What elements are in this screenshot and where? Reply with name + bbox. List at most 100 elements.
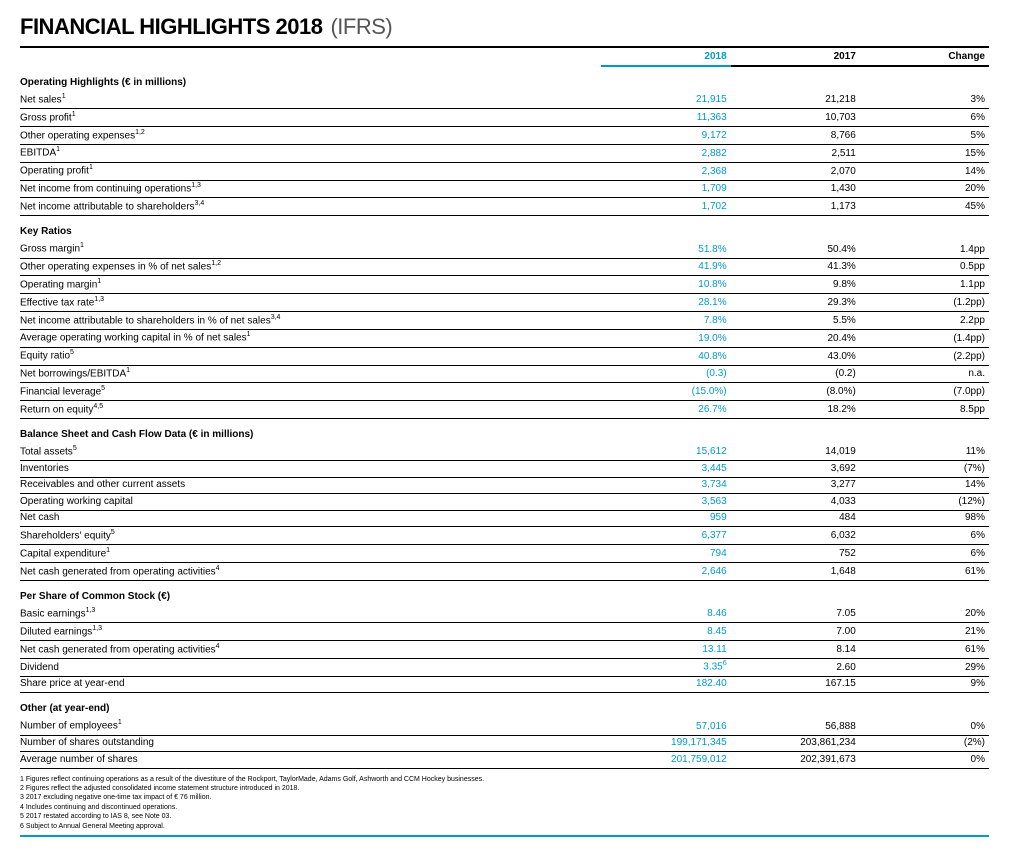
value-2018: 21,915 — [601, 92, 730, 109]
value-change: 2.2pp — [860, 312, 989, 330]
footnote-line: 6 Subject to Annual General Meeting appr… — [20, 822, 989, 831]
row-label: Shareholders' equity5 — [20, 527, 601, 545]
value-2018: 8.46 — [601, 605, 730, 622]
value-2018: (15.0%) — [601, 383, 730, 401]
section-header: Per Share of Common Stock (€) — [20, 580, 989, 605]
value-2017: 5.5% — [731, 312, 860, 330]
value-2018: 1,702 — [601, 198, 730, 216]
value-2018: 51.8% — [601, 241, 730, 258]
row-label: Other operating expenses1,2 — [20, 127, 601, 145]
table-row: Net cash generated from operating activi… — [20, 641, 989, 659]
value-2017: 1,648 — [731, 563, 860, 581]
value-2018: 3,563 — [601, 494, 730, 511]
table-row: Net income from continuing operations1,3… — [20, 180, 989, 198]
row-label: Effective tax rate1,3 — [20, 294, 601, 312]
value-change: 61% — [860, 641, 989, 659]
table-row: Other operating expenses1,29,1728,7665% — [20, 127, 989, 145]
table-row: Net sales121,91521,2183% — [20, 92, 989, 109]
value-2018: 10.8% — [601, 276, 730, 294]
table-row: Diluted earnings1,38.457.0021% — [20, 623, 989, 641]
value-2018: 3.356 — [601, 658, 730, 676]
col-2018: 2018 — [601, 48, 730, 66]
value-2017: 752 — [731, 545, 860, 563]
value-2017: 3,277 — [731, 477, 860, 494]
value-2017: 2,070 — [731, 162, 860, 180]
col-2017: 2017 — [731, 48, 860, 66]
value-change: 61% — [860, 563, 989, 581]
value-2018: 3,445 — [601, 461, 730, 478]
table-row: Net income attributable to shareholders … — [20, 312, 989, 330]
footnote-line: 2 Figures reflect the adjusted consolida… — [20, 784, 989, 793]
value-change: 1.4pp — [860, 241, 989, 258]
value-2018: 19.0% — [601, 329, 730, 347]
value-2017: 18.2% — [731, 401, 860, 419]
footnote-line: 3 2017 excluding negative one-time tax i… — [20, 793, 989, 802]
table-row: Share price at year-end182.40167.159% — [20, 676, 989, 693]
section-header: Operating Highlights (€ in millions) — [20, 66, 989, 92]
table-row: Operating profit12,3682,07014% — [20, 162, 989, 180]
value-2017: 484 — [731, 510, 860, 527]
page-title-main: FINANCIAL HIGHLIGHTS 2018 — [20, 14, 322, 40]
row-label: Inventories — [20, 461, 601, 478]
value-2017: 20.4% — [731, 329, 860, 347]
value-change: 0.5pp — [860, 258, 989, 276]
value-change: n.a. — [860, 365, 989, 383]
value-change: (7.0pp) — [860, 383, 989, 401]
value-2017: 8.14 — [731, 641, 860, 659]
footnote-line: 5 2017 restated according to IAS 8, see … — [20, 812, 989, 821]
value-2018: 40.8% — [601, 347, 730, 365]
row-label: Net income from continuing operations1,3 — [20, 180, 601, 198]
value-change: (7%) — [860, 461, 989, 478]
value-change: (2.2pp) — [860, 347, 989, 365]
row-label: Number of shares outstanding — [20, 735, 601, 752]
value-change: 14% — [860, 162, 989, 180]
title-row: FINANCIAL HIGHLIGHTS 2018 (IFRS) — [20, 14, 989, 40]
value-change: 0% — [860, 718, 989, 735]
value-2017: 56,888 — [731, 718, 860, 735]
value-change: 9% — [860, 676, 989, 693]
table-row: Gross margin151.8%50.4%1.4pp — [20, 241, 989, 258]
financial-table: 2018 2017 Change Operating Highlights (€… — [20, 48, 989, 769]
row-label: Diluted earnings1,3 — [20, 623, 601, 641]
value-2017: 50.4% — [731, 241, 860, 258]
value-change: 0% — [860, 752, 989, 769]
value-2017: (8.0%) — [731, 383, 860, 401]
table-row: Gross profit111,36310,7036% — [20, 109, 989, 127]
table-row: Equity ratio540.8%43.0%(2.2pp) — [20, 347, 989, 365]
value-2017: 203,861,234 — [731, 735, 860, 752]
value-2017: 6,032 — [731, 527, 860, 545]
value-2017: 41.3% — [731, 258, 860, 276]
row-label: Financial leverage5 — [20, 383, 601, 401]
value-2017: 202,391,673 — [731, 752, 860, 769]
section-title: Balance Sheet and Cash Flow Data (€ in m… — [20, 419, 989, 444]
value-change: 20% — [860, 605, 989, 622]
value-2017: 2,511 — [731, 144, 860, 162]
value-change: 1.1pp — [860, 276, 989, 294]
table-row: Capital expenditure17947526% — [20, 545, 989, 563]
section-header: Key Ratios — [20, 216, 989, 241]
row-label: Return on equity4,5 — [20, 401, 601, 419]
section-header: Other (at year-end) — [20, 693, 989, 718]
value-2017: 2.60 — [731, 658, 860, 676]
row-label: Net cash generated from operating activi… — [20, 563, 601, 581]
table-row: Net cash95948498% — [20, 510, 989, 527]
row-label: Operating working capital — [20, 494, 601, 511]
value-2017: 29.3% — [731, 294, 860, 312]
value-2017: 8,766 — [731, 127, 860, 145]
value-2017: 1,430 — [731, 180, 860, 198]
table-row: Return on equity4,526.7%18.2%8.5pp — [20, 401, 989, 419]
value-2018: 2,368 — [601, 162, 730, 180]
value-2017: 43.0% — [731, 347, 860, 365]
table-row: Shareholders' equity56,3776,0326% — [20, 527, 989, 545]
value-2017: 10,703 — [731, 109, 860, 127]
table-row: Inventories3,4453,692(7%) — [20, 461, 989, 478]
table-row: Average number of shares201,759,012202,3… — [20, 752, 989, 769]
row-label: Other operating expenses in % of net sal… — [20, 258, 601, 276]
table-row: Net cash generated from operating activi… — [20, 563, 989, 581]
table-row: Average operating working capital in % o… — [20, 329, 989, 347]
table-row: Total assets515,61214,01911% — [20, 444, 989, 461]
section-title: Operating Highlights (€ in millions) — [20, 66, 989, 92]
value-2018: (0.3) — [601, 365, 730, 383]
table-row: Dividend3.3562.6029% — [20, 658, 989, 676]
value-2017: (0.2) — [731, 365, 860, 383]
